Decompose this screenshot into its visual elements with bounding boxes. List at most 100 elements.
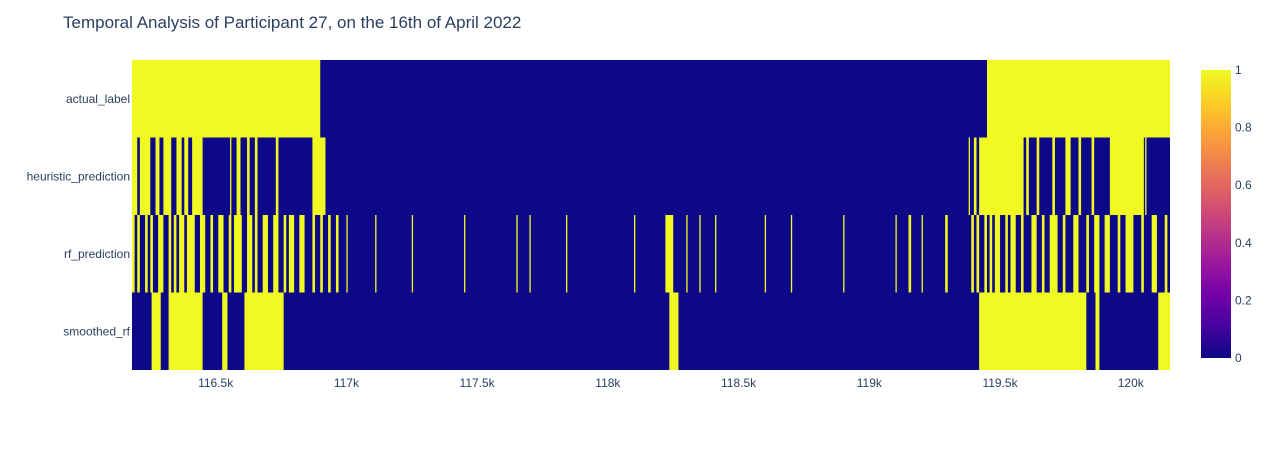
heatmap-cell <box>1041 215 1045 293</box>
heatmap-cell <box>320 215 323 293</box>
heatmap-cell <box>132 137 138 215</box>
heatmap-cell <box>254 137 258 215</box>
heatmap-cell <box>1065 137 1071 215</box>
heatmap-cell <box>1052 137 1055 215</box>
heatmap-cell <box>1158 292 1170 370</box>
heatmap-cell <box>1095 292 1100 370</box>
heatmap-cell <box>186 215 195 293</box>
heatmap-cell <box>137 215 140 293</box>
heatmap-cell <box>1073 215 1079 293</box>
y-tick-label: actual_label <box>66 92 130 106</box>
heatmap-cell <box>199 215 206 293</box>
x-tick-label: 120k <box>1118 376 1145 390</box>
colorbar-tick-label: 0.8 <box>1235 121 1252 135</box>
heatmap-cell <box>247 137 250 215</box>
heatmap-cell <box>634 215 636 293</box>
heatmap-cell <box>715 215 717 293</box>
y-tick-label: smoothed_rf <box>63 324 130 338</box>
x-tick-label: 117.5k <box>460 376 496 390</box>
x-tick-label: 119k <box>857 376 883 390</box>
heatmap-cell <box>139 137 151 215</box>
heatmap-cell <box>222 292 228 370</box>
heatmap-cell <box>1104 215 1110 293</box>
heatmap-cell <box>132 215 135 293</box>
heatmap-cell <box>132 60 321 138</box>
heatmap-cell <box>1164 215 1168 293</box>
heatmap-cell <box>665 215 674 293</box>
colorbar-tick-label: 0.2 <box>1235 293 1252 307</box>
heatmap-cell <box>979 137 1024 215</box>
y-axis: actual_label heuristic_prediction rf_predi… <box>27 92 131 339</box>
heatmap-cell <box>976 215 980 293</box>
heatmap-cell <box>262 215 268 293</box>
heatmap-cell <box>299 215 305 293</box>
heatmap-cell <box>699 215 701 293</box>
y-tick-label: rf_prediction <box>64 247 130 261</box>
heatmap-cell <box>275 137 279 215</box>
heatmap-cell <box>312 137 326 215</box>
heatmap-cell <box>283 215 287 293</box>
heatmap-cell <box>669 292 679 370</box>
x-axis: 116.5k 117k 117.5k 118k 118.5k 119k 119.5k 120k <box>198 376 1145 390</box>
heatmap-cell <box>1010 215 1016 293</box>
heatmap-cell <box>168 292 203 370</box>
heatmap-cell <box>155 137 160 215</box>
colorbar-tick-label: 0.6 <box>1235 178 1252 192</box>
heatmap-cell <box>375 215 377 293</box>
heatmap-cell <box>230 137 232 215</box>
heatmap-cell <box>288 215 295 293</box>
x-tick-label: 117k <box>334 376 360 390</box>
heatmap-cell <box>173 215 177 293</box>
heatmap-cell <box>158 215 164 293</box>
heatmap-cell <box>254 215 258 293</box>
heatmap-cell <box>945 215 948 293</box>
heatmap-cell <box>989 215 993 293</box>
heatmap-cell <box>411 215 414 293</box>
colorbar-bar <box>1201 70 1231 358</box>
heatmap-cell <box>986 60 1170 138</box>
heatmap-cell <box>790 215 793 293</box>
heatmap-cell <box>218 215 224 293</box>
heatmap-cell <box>236 137 241 215</box>
heatmap-cell <box>968 137 970 215</box>
heatmap-cell <box>1151 215 1157 293</box>
heatmap-cell <box>335 215 339 293</box>
heatmap-cell <box>686 215 688 293</box>
heatmap-cell <box>566 215 568 293</box>
heatmap-cell <box>1125 215 1134 293</box>
heatmap-cell <box>1005 215 1008 293</box>
heatmap-cell <box>312 215 316 293</box>
heatmap-cell <box>971 215 974 293</box>
y-tick-label: heuristic_prediction <box>27 169 130 183</box>
heatmap-cell <box>1036 137 1040 215</box>
heatmap-cell <box>1062 215 1066 293</box>
heatmap-cell <box>1094 215 1100 293</box>
heatmap-cell <box>233 215 242 293</box>
heatmap-cell <box>184 137 189 215</box>
heatmap-cell <box>529 215 531 293</box>
heatmap-cell <box>979 292 1087 370</box>
heatmap-cell <box>1049 215 1058 293</box>
heatmap-cell <box>151 292 161 370</box>
heatmap-cell <box>921 215 923 293</box>
heatmap-cell <box>210 215 214 293</box>
heatmap-cell <box>168 215 172 293</box>
heatmap-cell <box>192 137 203 215</box>
heatmap-cell <box>1026 137 1029 215</box>
heatmap-cell <box>228 215 232 293</box>
heatmap-cell <box>1086 215 1089 293</box>
heatmap-cell <box>1109 137 1144 215</box>
heatmap-cell <box>1091 137 1095 215</box>
heatmap-cell <box>346 215 348 293</box>
heatmap-cell <box>973 137 977 215</box>
x-tick-label: 116.5k <box>198 376 234 390</box>
heatmap-cell <box>994 215 1001 293</box>
heatmap-cell <box>150 215 153 293</box>
heatmap-cell <box>843 215 845 293</box>
heatmap-cell <box>1141 215 1144 293</box>
chart-title: Temporal Analysis of Participant 27, on … <box>63 13 522 32</box>
heatmap-cell <box>176 137 182 215</box>
colorbar-tick-label: 0.4 <box>1235 236 1252 250</box>
